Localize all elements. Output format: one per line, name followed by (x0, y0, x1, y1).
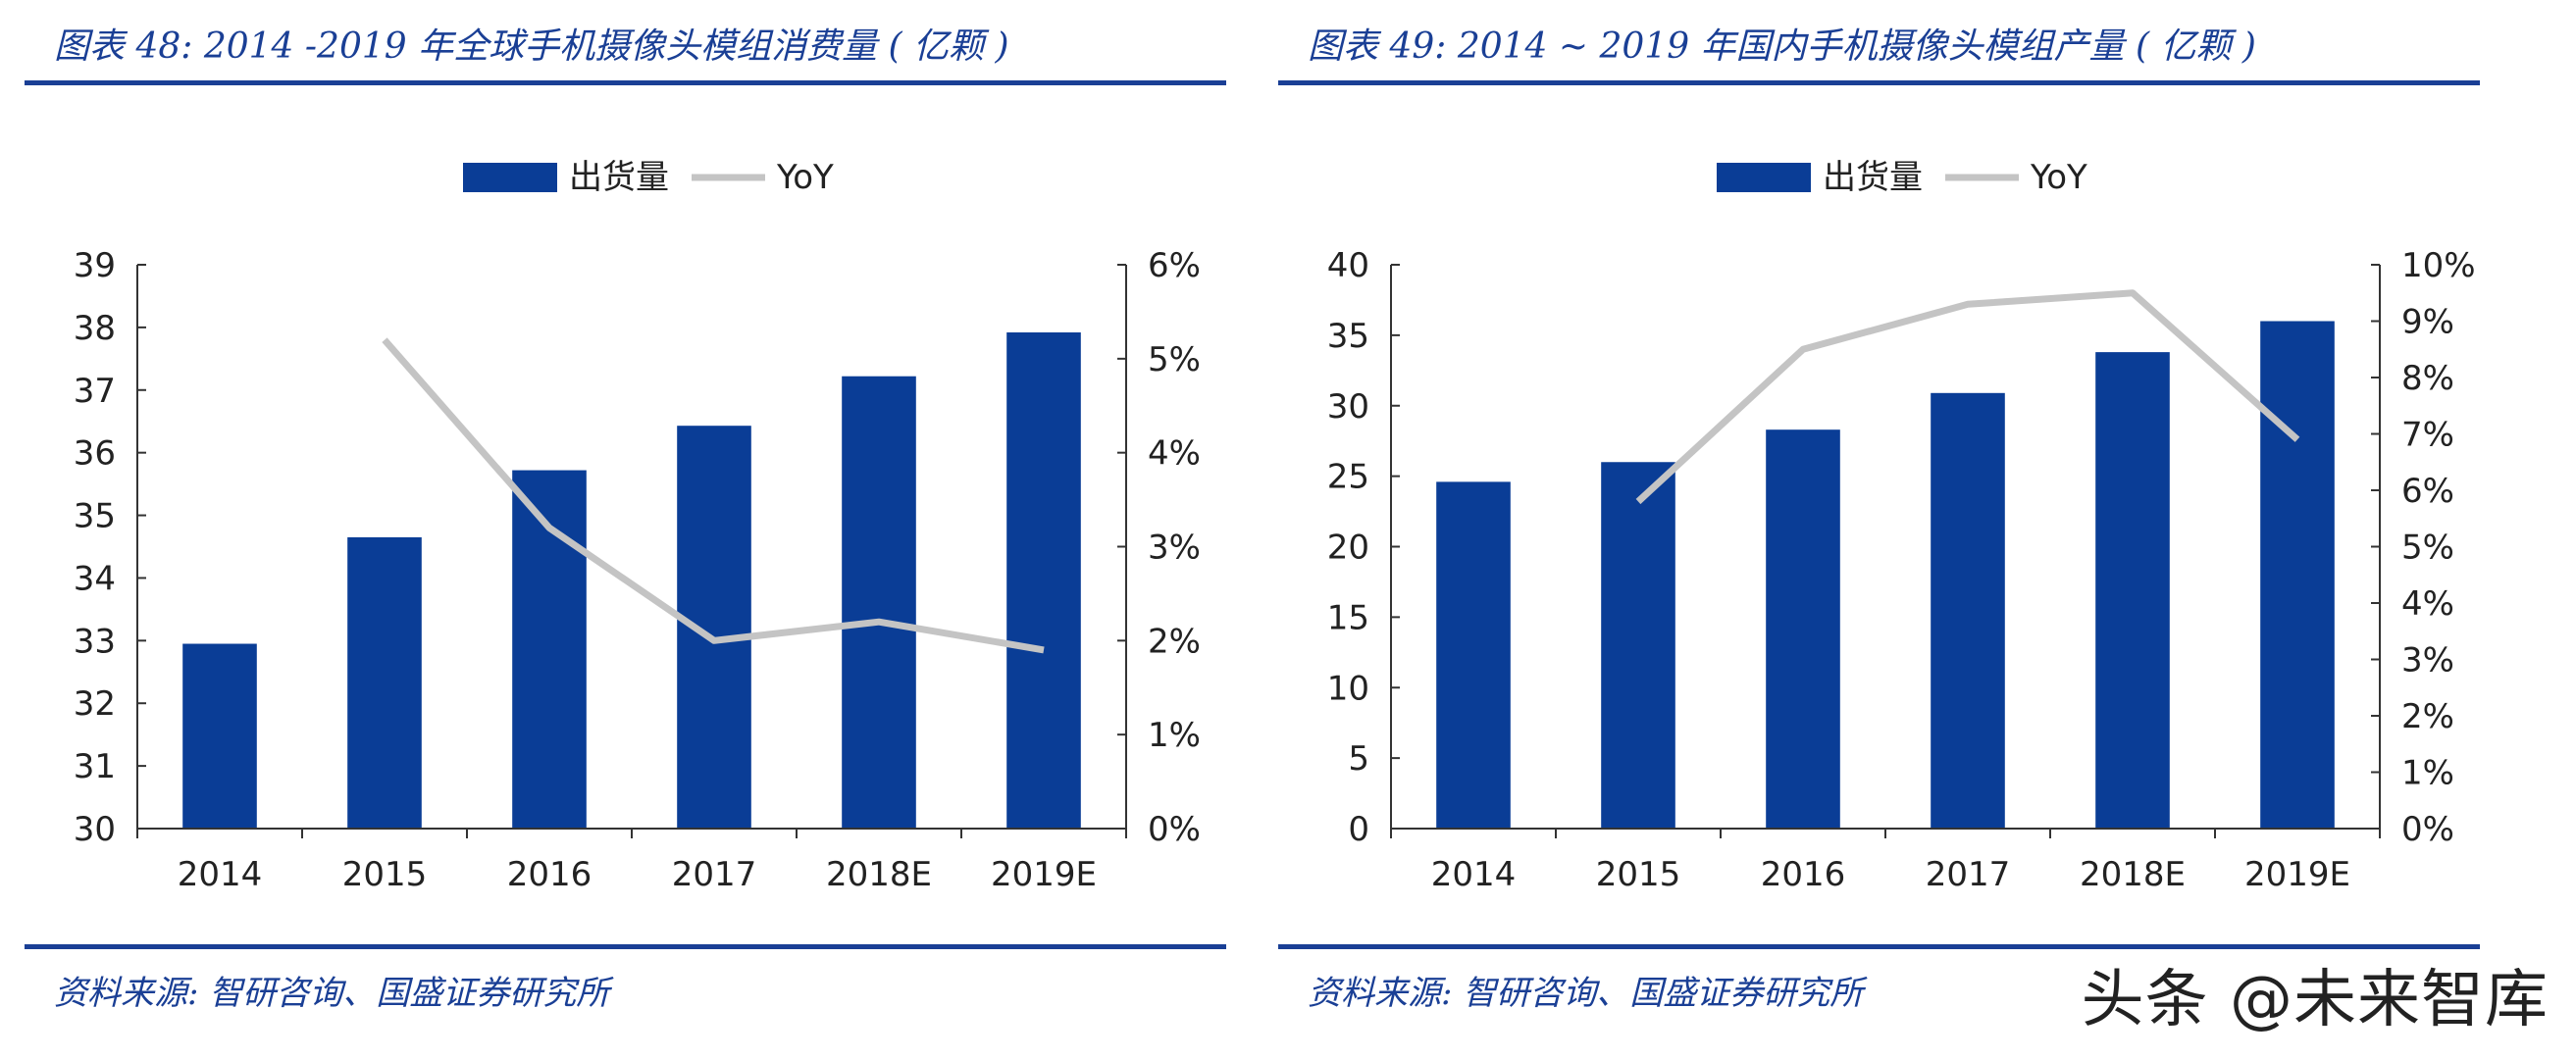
y2-tick-label: 0% (1148, 810, 1201, 849)
x-tick-label: 2014 (178, 855, 263, 894)
y2-tick-label: 9% (2401, 303, 2454, 342)
y2-tick-label: 5% (2401, 529, 2454, 568)
bar-2014 (1436, 481, 1511, 829)
yoy-line (1635, 289, 2300, 505)
x-tick-label: 2015 (1596, 855, 1681, 894)
x-tick-label: 2019E (991, 855, 1097, 894)
y2-tick-label: 7% (2401, 416, 2454, 455)
y-tick-label: 30 (74, 810, 116, 849)
y-tick-label: 25 (1327, 458, 1369, 497)
bar-2019E (1006, 332, 1081, 829)
y-tick-label: 37 (74, 372, 116, 411)
x-tick-label: 2018E (826, 855, 932, 894)
legend-bar-label: 出货量 (569, 158, 669, 197)
y-tick-label: 36 (74, 434, 116, 474)
y-tick-label: 40 (1327, 246, 1369, 285)
x-tick-label: 2015 (342, 855, 428, 894)
title-rule (1278, 80, 2480, 85)
bar-2015 (1601, 462, 1675, 829)
bar-2016 (1766, 429, 1840, 829)
x-tick-label: 2016 (507, 855, 592, 894)
source-rule (1278, 944, 2480, 949)
y2-tick-label: 4% (2401, 584, 2454, 624)
y-tick-label: 34 (74, 559, 116, 598)
y2-tick-label: 3% (2401, 641, 2454, 681)
bar-2017 (1931, 392, 2005, 829)
title-rule (25, 80, 1226, 85)
y-tick-label: 30 (1327, 387, 1369, 427)
y2-tick-label: 6% (2401, 472, 2454, 511)
x-tick-label: 2014 (1431, 855, 1517, 894)
bar-2018E (842, 376, 916, 829)
y2-tick-label: 8% (2401, 359, 2454, 398)
x-tick-label: 2019E (2244, 855, 2350, 894)
y2-tick-label: 3% (1148, 529, 1201, 568)
legend-line-label: YoY (776, 158, 834, 197)
y2-tick-label: 4% (1148, 434, 1201, 474)
bar-2015 (347, 536, 422, 829)
y2-tick-label: 0% (2401, 810, 2454, 849)
y2-tick-label: 6% (1148, 246, 1201, 285)
chart-48: 出货量 YoY 30 31 32 33 34 35 36 37 38 39 0% 1% 2% 3% 4% 5% 6%… (74, 158, 1201, 894)
legend-line-label: YoY (2030, 158, 2087, 197)
y2-tick-label: 1% (1148, 716, 1201, 755)
bar-2014 (182, 643, 257, 829)
chart-49: 出货量 YoY 0 5 10 15 20 25 30 35 40 0% 1% 2% 3% 4% 5% 6% 7% 8%… (1327, 158, 2476, 894)
source-note: 资料来源: 智研咨询、国盛证券研究所 (1308, 974, 1864, 1013)
y-tick-label: 20 (1327, 529, 1369, 568)
watermark: 头条 @未来智库 (2081, 964, 2549, 1036)
yoy-line (382, 337, 1045, 654)
y-tick-label: 38 (74, 309, 116, 348)
y-tick-label: 5 (1348, 739, 1369, 779)
legend-bar-swatch (1717, 163, 1811, 192)
legend-bar-swatch (463, 163, 557, 192)
bar-2018E (2095, 352, 2170, 829)
y2-tick-label: 1% (2401, 754, 2454, 793)
y-tick-label: 33 (74, 622, 116, 661)
source-note: 资料来源: 智研咨询、国盛证券研究所 (54, 974, 610, 1013)
y2-tick-label: 5% (1148, 340, 1201, 379)
y-tick-label: 32 (74, 684, 116, 724)
chart-title: 图表 49: 2014 ~ 2019 年国内手机摄像头模组产量 ( 亿颗 ) (1308, 26, 2256, 67)
y-tick-label: 35 (74, 497, 116, 536)
chart-panel-49: 图表 49: 2014 ~ 2019 年国内手机摄像头模组产量 ( 亿颗 ) 出… (1278, 0, 2509, 1059)
source-rule (25, 944, 1226, 949)
x-tick-label: 2018E (2080, 855, 2186, 894)
y-tick-label: 39 (74, 246, 116, 285)
y-tick-label: 35 (1327, 317, 1369, 356)
y2-tick-label: 2% (2401, 697, 2454, 736)
y-tick-label: 0 (1348, 810, 1369, 849)
y2-tick-label: 2% (1148, 622, 1201, 661)
x-tick-label: 2016 (1761, 855, 1846, 894)
x-tick-label: 2017 (1926, 855, 2011, 894)
y-tick-label: 31 (74, 747, 116, 786)
chart-title: 图表 48: 2014 -2019 年全球手机摄像头模组消费量 ( 亿颗 ) (54, 26, 1009, 67)
y-tick-label: 10 (1327, 669, 1369, 708)
bar-2019E (2260, 321, 2335, 829)
legend-bar-label: 出货量 (1823, 158, 1923, 197)
y-tick-label: 15 (1327, 598, 1369, 637)
x-tick-label: 2017 (672, 855, 757, 894)
chart-panel-48: 图表 48: 2014 -2019 年全球手机摄像头模组消费量 ( 亿颗 ) 出… (25, 0, 1256, 1059)
y2-tick-label: 10% (2401, 246, 2476, 285)
bar-2017 (677, 426, 751, 829)
